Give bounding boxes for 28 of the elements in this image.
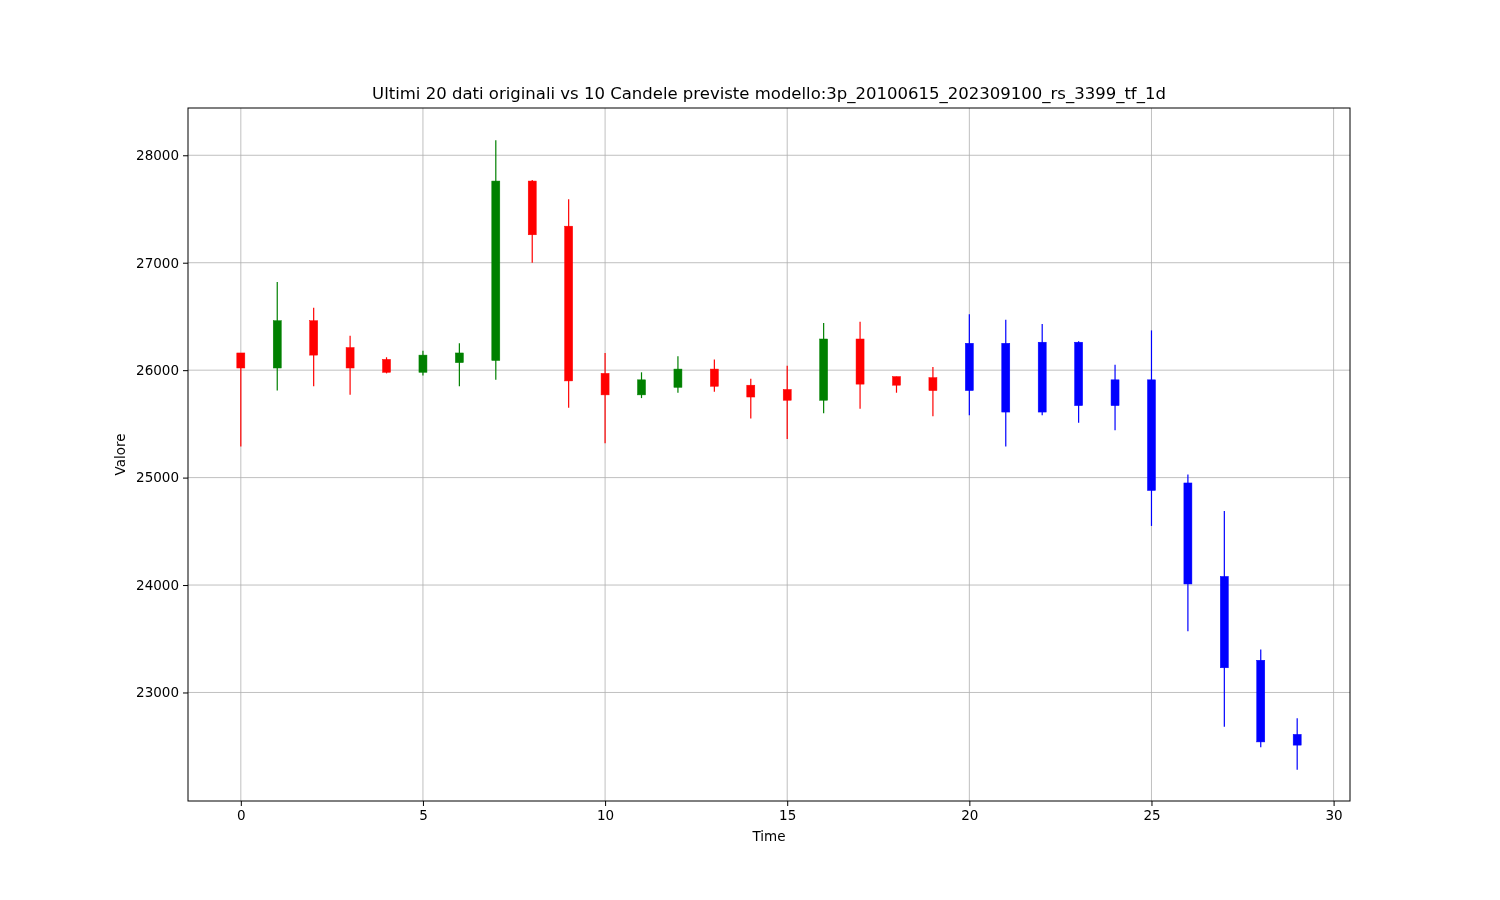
y-tick-label: 23000 [136, 684, 179, 701]
candlestick [746, 378, 756, 420]
chart-title: Ultimi 20 dati originali vs 10 Candele previste modello:3p_20100615_202309100_rs_3399_tf_1d [372, 84, 1166, 104]
candlestick [673, 355, 683, 394]
x-tick-label: 25 [1143, 806, 1161, 823]
y-tick-label: 27000 [136, 254, 179, 271]
candlestick [1292, 717, 1302, 771]
x-tick-label: 15 [779, 806, 797, 823]
x-tick-label: 30 [1325, 806, 1343, 823]
x-tick-label: 20 [961, 806, 979, 823]
candlestick [710, 358, 719, 393]
candlestick [455, 342, 464, 387]
y-axis-title: Valore [112, 433, 128, 476]
y-tick-label: 28000 [136, 147, 179, 164]
candlestick [236, 352, 246, 448]
x-axis-title: Time [751, 828, 786, 844]
candlestick [600, 352, 610, 444]
candlestick [637, 371, 646, 399]
x-tick-label: 10 [596, 806, 615, 823]
candlestick [418, 350, 428, 377]
x-tick-label: 0 [237, 806, 246, 823]
y-tick-label: 24000 [136, 576, 179, 593]
x-tick-label: 5 [419, 806, 428, 823]
candlestick [345, 335, 355, 396]
candlestick [928, 366, 938, 417]
y-tick-label: 25000 [136, 469, 179, 486]
candlestick [782, 365, 792, 440]
y-tick-label: 26000 [136, 361, 179, 378]
